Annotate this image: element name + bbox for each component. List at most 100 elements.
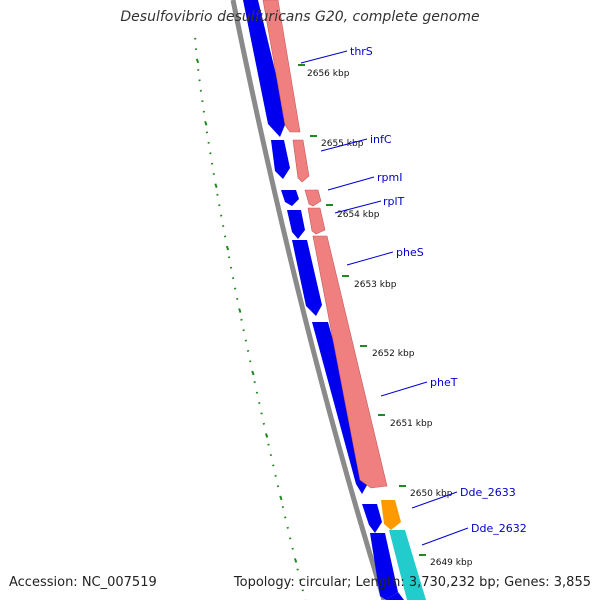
gc-dot-mark	[244, 339, 248, 342]
gc-dot-mark	[251, 370, 255, 376]
scale-ticks: 2656 kbp 2655 kbp 2654 kbp 2653 kbp 2652…	[298, 64, 473, 568]
gc-dot-mark	[197, 68, 200, 72]
gc-dot-mark	[216, 193, 219, 196]
gc-dot-mark	[221, 224, 225, 228]
genome-summary-text: Topology: circular; Length: 3,730,232 bp…	[233, 575, 591, 590]
gc-dot-mark	[194, 37, 197, 40]
gc-dot-mark	[212, 172, 216, 176]
gc-dot-mark	[255, 391, 259, 394]
gc-dot-mark	[264, 433, 269, 438]
gc-dot-mark	[274, 474, 277, 477]
cds-forward-rplT[interactable]	[307, 207, 326, 235]
gc-dot-mark	[262, 422, 266, 425]
gene-label-infC[interactable]: infC	[370, 133, 392, 146]
cds-forward-Dde-2632[interactable]	[389, 530, 426, 600]
scale-tick-label: 2649 kbp	[430, 558, 473, 568]
gc-dot-mark	[298, 578, 302, 582]
gene-label-pheT[interactable]: pheT	[430, 376, 458, 389]
gene-label-Dde-2632[interactable]: Dde_2632	[471, 522, 527, 535]
gc-dot-mark	[201, 100, 204, 103]
cds-reverse-pheS[interactable]	[292, 240, 322, 316]
gene-label-Dde-2633[interactable]: Dde_2633	[460, 486, 516, 499]
gene-label-leader	[411, 491, 458, 509]
genome-backbone-line	[230, 0, 387, 600]
gc-dot-mark	[258, 401, 261, 405]
accession-text: Accession: NC_007519	[9, 575, 157, 590]
gc-dot-mark	[269, 453, 273, 457]
gc-dot-mark	[198, 79, 201, 82]
cds-reverse-Dde-2633[interactable]	[362, 504, 382, 533]
gc-dot-mark	[202, 110, 206, 113]
gc-dot-mark	[233, 287, 237, 290]
gc-dot-mark	[296, 568, 299, 571]
gc-dot-mark	[286, 526, 289, 529]
gc-dot-mark	[205, 131, 209, 134]
gc-dot-mark	[260, 412, 263, 415]
gc-dot-mark	[246, 349, 250, 353]
reverse-strand-track	[243, 0, 404, 600]
cds-reverse-end[interactable]	[386, 592, 404, 600]
gc-dot-mark	[231, 277, 235, 280]
gene-label-leader	[380, 381, 428, 397]
gene-label-pheS[interactable]: pheS	[396, 246, 424, 259]
gc-dot-mark	[253, 381, 256, 384]
gc-dot-mark	[204, 120, 208, 126]
gene-label-leader	[421, 527, 469, 546]
gc-dot-mark	[281, 505, 285, 509]
scale-tick-label: 2651 kbp	[390, 419, 433, 429]
gene-label-rpmI[interactable]: rpmI	[377, 171, 402, 184]
gc-dot-mark	[276, 485, 280, 488]
gc-dot-mark	[225, 245, 230, 251]
gc-dot-mark	[279, 495, 283, 501]
gc-dot-mark	[272, 464, 275, 467]
cds-forward-pheS-pheT[interactable]	[312, 235, 388, 489]
gene-label-leader	[334, 200, 382, 214]
gc-dot-mark	[223, 235, 227, 238]
gene-label-leader	[346, 251, 394, 266]
cds-reverse-Dde-2632[interactable]	[370, 533, 398, 600]
cds-forward-infC[interactable]	[292, 139, 310, 183]
gc-dot-mark	[291, 547, 294, 550]
gc-dot-mark	[210, 162, 214, 165]
gc-dot-mark	[199, 89, 203, 92]
gc-dot-mark	[240, 318, 243, 321]
forward-strand-track	[262, 0, 426, 600]
cds-reverse-rpmI[interactable]	[281, 190, 299, 206]
gene-label-rplT[interactable]: rplT	[383, 195, 405, 208]
gc-dot-mark	[207, 141, 210, 144]
gc-dot-mark	[195, 58, 200, 64]
gc-dot-mark	[284, 516, 287, 519]
gene-labels: thrS infC rpmI rplT pheS pheT Dde_2633 D…	[300, 45, 527, 546]
gc-dot-mark	[249, 360, 252, 363]
gene-label-leader	[327, 176, 375, 191]
map-title: Desulfovibrio desulfuricans G20, complet…	[120, 9, 480, 25]
gc-dot-mark	[288, 537, 292, 540]
gc-dot-mark	[218, 204, 221, 207]
cds-reverse-infC[interactable]	[271, 140, 290, 179]
gc-dot-mark	[236, 297, 239, 301]
gc-dot-mark	[267, 443, 270, 446]
cds-reverse-thrS[interactable]	[243, 0, 287, 137]
gc-dot-mark	[194, 48, 198, 51]
gene-label-leader	[320, 138, 368, 152]
gene-label-thrS[interactable]: thrS	[350, 45, 373, 58]
gc-dot-mark	[301, 589, 304, 592]
gc-dot-mark	[214, 183, 218, 189]
cds-forward-Dde-2633[interactable]	[381, 500, 401, 530]
gc-dot-mark	[242, 329, 245, 332]
scale-tick-label: 2655 kbp	[321, 139, 364, 149]
scale-tick-label: 2652 kbp	[372, 349, 415, 359]
gc-dot-mark	[229, 266, 233, 269]
gc-dot-mark	[219, 214, 223, 217]
cds-reverse-rplT[interactable]	[287, 210, 305, 239]
gc-dot-mark	[209, 152, 212, 155]
cds-forward-rpmI[interactable]	[304, 189, 322, 207]
cds-forward-thrS[interactable]	[262, 0, 301, 133]
gc-dot-mark	[238, 308, 242, 313]
gene-label-leader	[300, 50, 348, 64]
scale-tick-label: 2653 kbp	[354, 280, 397, 290]
scale-tick-label: 2650 kbp	[410, 489, 453, 499]
scale-tick-label: 2654 kbp	[337, 210, 380, 220]
